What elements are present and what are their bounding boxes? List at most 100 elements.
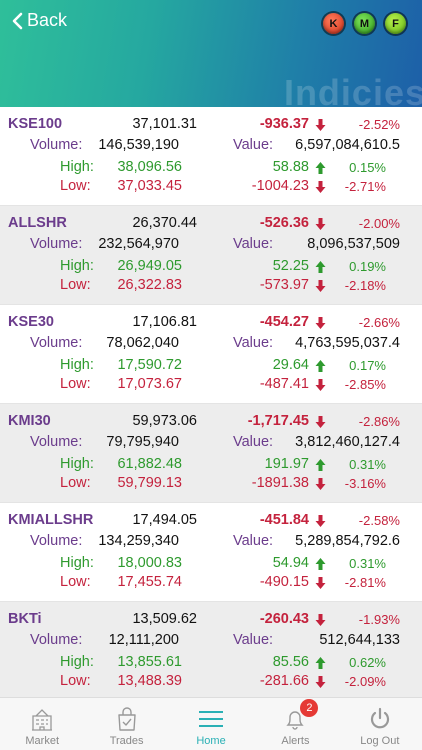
down-arrow-icon (315, 477, 326, 490)
index-high: 61,882.48 (117, 456, 182, 472)
up-arrow-icon (315, 557, 326, 570)
index-price: 59,973.06 (132, 413, 197, 429)
high-label: High: (60, 555, 94, 571)
tab-trades[interactable]: Trades (84, 698, 168, 750)
index-change: -526.36 (259, 215, 309, 231)
index-low-diff: -1891.38 (251, 475, 309, 491)
up-arrow-icon (315, 359, 326, 372)
index-high: 17,590.72 (117, 357, 182, 373)
index-high-pct: 0.31% (349, 556, 386, 571)
alerts-count-badge: 2 (300, 699, 319, 717)
index-high: 26,949.05 (117, 258, 182, 274)
bell-icon (286, 711, 305, 730)
value-label: Value: (233, 236, 274, 252)
tab-trades-label: Trades (109, 735, 144, 747)
index-high: 13,855.61 (117, 654, 182, 670)
back-button[interactable]: Back (12, 10, 67, 31)
tab-market-label: Market (25, 735, 60, 747)
tab-home[interactable]: Home (169, 698, 253, 750)
building-icon (32, 709, 53, 731)
index-low: 37,033.45 (117, 178, 182, 194)
index-high-diff: 191.97 (264, 456, 309, 472)
index-low-pct: -2.81% (344, 575, 386, 590)
volume-label: Volume: (30, 335, 83, 351)
high-label: High: (60, 159, 94, 175)
index-value: 3,812,460,127.4 (295, 434, 400, 450)
down-arrow-icon (315, 613, 326, 626)
index-low-pct: -2.18% (344, 278, 386, 293)
index-low-diff: -573.97 (259, 277, 309, 293)
index-change: -454.27 (259, 314, 309, 330)
index-name: KSE100 (8, 116, 63, 132)
index-name: KSE30 (8, 314, 54, 330)
down-arrow-icon (315, 415, 326, 428)
tab-home-label: Home (196, 735, 226, 747)
up-arrow-icon (315, 260, 326, 273)
tab-logout[interactable]: Log Out (338, 698, 422, 750)
index-high-pct: 0.31% (349, 457, 386, 472)
index-low: 17,455.74 (117, 574, 182, 590)
volume-label: Volume: (30, 632, 83, 648)
index-volume: 79,795,940 (106, 434, 179, 450)
index-volume: 232,564,970 (98, 236, 179, 252)
low-label: Low: (60, 574, 91, 590)
market-badges: K M F (323, 13, 406, 34)
tab-alerts[interactable]: 2 Alerts (253, 698, 337, 750)
index-value: 8,096,537,509 (307, 236, 400, 252)
index-name: BKTi (8, 611, 42, 627)
index-high-diff: 85.56 (272, 654, 309, 670)
index-value: 4,763,595,037.4 (295, 335, 400, 351)
menu-icon (199, 711, 224, 727)
index-high-pct: 0.19% (349, 259, 386, 274)
down-arrow-icon (315, 514, 326, 527)
tab-logout-label: Log Out (360, 735, 400, 747)
index-low-diff: -281.66 (259, 673, 309, 689)
index-value: 5,289,854,792.6 (295, 533, 400, 549)
index-high-diff: 52.25 (272, 258, 309, 274)
indices-list: KSE100 37,101.31 -936.37 -2.52% Volume: 146,5… (0, 107, 422, 701)
volume-label: Volume: (30, 533, 83, 549)
index-price: 13,509.62 (132, 611, 197, 627)
low-label: Low: (60, 673, 91, 689)
index-low: 59,799.13 (117, 475, 182, 491)
down-arrow-icon (315, 316, 326, 329)
badge-m[interactable]: M (354, 13, 375, 34)
index-card[interactable]: ALLSHR 26,370.44 -526.36 -2.00% Volume: 232,5… (0, 206, 422, 305)
tab-bar: Market Trades Home 2 Alerts Log Out (0, 697, 422, 750)
index-low-diff: -487.41 (259, 376, 309, 392)
index-high: 18,000.83 (117, 555, 182, 571)
index-low: 17,073.67 (117, 376, 182, 392)
index-volume: 134,259,340 (98, 533, 179, 549)
value-label: Value: (233, 434, 274, 450)
header-bar: Back Indicies K M F (0, 0, 422, 107)
low-label: Low: (60, 376, 91, 392)
tab-market[interactable]: Market (0, 698, 84, 750)
index-card[interactable]: KSE100 37,101.31 -936.37 -2.52% Volume: 146,5… (0, 107, 422, 206)
down-arrow-icon (315, 118, 326, 131)
index-name: KMIALLSHR (8, 512, 94, 528)
index-price: 17,106.81 (132, 314, 197, 330)
down-arrow-icon (315, 279, 326, 292)
high-label: High: (60, 456, 94, 472)
down-arrow-icon (315, 675, 326, 688)
tab-alerts-label: Alerts (281, 735, 310, 747)
index-change-pct: -2.58% (358, 513, 400, 528)
badge-k[interactable]: K (323, 13, 344, 34)
badge-f[interactable]: F (385, 13, 406, 34)
up-arrow-icon (315, 656, 326, 669)
index-change: -260.43 (259, 611, 309, 627)
index-card[interactable]: BKTi 13,509.62 -260.43 -1.93% Volume: 12,111,… (0, 602, 422, 701)
index-low-pct: -3.16% (344, 476, 386, 491)
index-card[interactable]: KMI30 59,973.06 -1,717.45 -2.86% Volume: 79,7… (0, 404, 422, 503)
index-card[interactable]: KMIALLSHR 17,494.05 -451.84 -2.58% Volume: 13… (0, 503, 422, 602)
index-volume: 12,111,200 (108, 632, 179, 648)
volume-label: Volume: (30, 137, 83, 153)
back-label: Back (27, 10, 68, 30)
index-high-diff: 54.94 (272, 555, 309, 571)
index-price: 26,370.44 (132, 215, 197, 231)
index-low-pct: -2.09% (344, 674, 386, 689)
index-card[interactable]: KSE30 17,106.81 -454.27 -2.66% Volume: 78,062… (0, 305, 422, 404)
index-price: 37,101.31 (132, 116, 197, 132)
high-label: High: (60, 654, 94, 670)
up-arrow-icon (315, 161, 326, 174)
